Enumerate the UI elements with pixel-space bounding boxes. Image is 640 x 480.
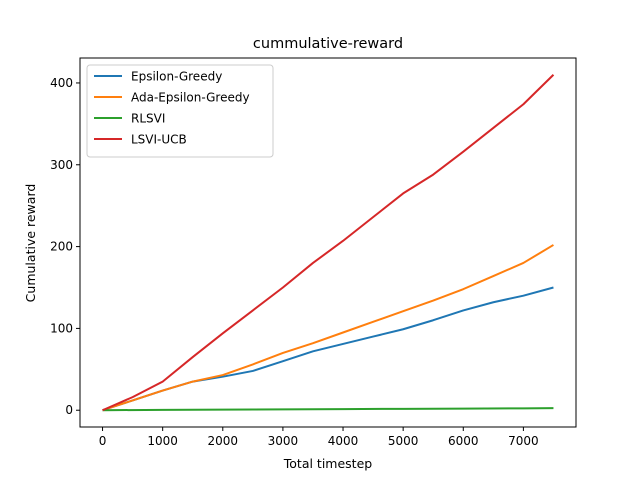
series-line-2 (102, 407, 554, 412)
x-tick-label: 6000 (448, 434, 479, 448)
legend-label-1: Ada-Epsilon-Greedy (131, 91, 250, 105)
legend: Epsilon-Greedy Ada-Epsilon-Greedy RLSVI LSV… (86, 64, 274, 158)
y-tick-label: 100 (50, 321, 73, 335)
y-tick-label: 400 (50, 76, 73, 90)
series-line-1 (102, 244, 554, 412)
x-tick-label: 3000 (268, 434, 299, 448)
ticks-layer: 0 1000 2000 3000 4000 5000 6000 7000 0 100 200 300 4… (50, 76, 539, 448)
y-tick-label: 200 (50, 240, 73, 254)
x-tick-label: 2000 (208, 434, 239, 448)
x-tick-label: 0 (99, 434, 107, 448)
y-axis-label: Cumulative reward (23, 184, 38, 303)
series-line-3 (102, 74, 555, 412)
chart-title: cummulative-reward (253, 36, 403, 52)
legend-label-2: RLSVI (131, 112, 165, 126)
y-tick-label: 0 (65, 403, 73, 417)
legend-label-3: LSVI-UCB (131, 133, 187, 147)
x-axis-label: Total timestep (283, 456, 373, 471)
legend-box (86, 64, 274, 158)
series-layer (102, 74, 555, 412)
x-tick-label: 1000 (147, 434, 178, 448)
x-tick-label: 4000 (328, 434, 359, 448)
y-tick-label: 300 (50, 158, 73, 172)
x-tick-label: 7000 (508, 434, 539, 448)
legend-label-0: Epsilon-Greedy (131, 70, 222, 84)
plot-frame (79, 57, 577, 428)
x-tick-label: 5000 (388, 434, 419, 448)
